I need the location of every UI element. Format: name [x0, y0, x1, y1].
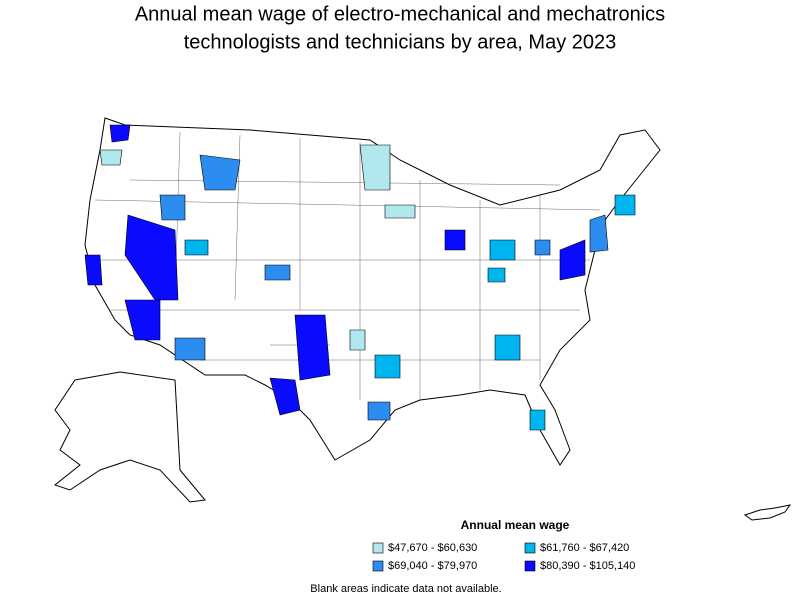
- area-region: [534, 239, 551, 256]
- contiguous-us: [84, 117, 661, 466]
- area-region: [614, 194, 636, 216]
- area-region: [374, 354, 401, 379]
- area-region: [199, 154, 241, 191]
- area-region: [99, 149, 123, 166]
- area-region: [159, 194, 186, 221]
- legend-title: Annual mean wage: [461, 518, 570, 532]
- area-region: [559, 239, 586, 281]
- legend-label: $80,390 - $105,140: [540, 560, 635, 572]
- area-region: [109, 124, 131, 143]
- area-region: [487, 267, 506, 283]
- footnote: Blank areas indicate data not available.: [310, 583, 501, 595]
- area-region: [269, 377, 301, 416]
- legend-swatch: [372, 542, 384, 554]
- area-region: [124, 299, 161, 341]
- area-region: [264, 264, 291, 281]
- title-line: technologists and technicians by area, M…: [184, 31, 617, 53]
- area-region: [367, 401, 391, 421]
- alaska: [53, 371, 206, 503]
- area-region: [444, 229, 466, 251]
- legend: $47,670 - $60,630 $61,760 - $67,420 $69,04…: [372, 542, 635, 572]
- area-region: [589, 214, 609, 253]
- legend-label: $61,760 - $67,420: [540, 542, 629, 554]
- us-map: [53, 117, 792, 521]
- hawaii: [743, 504, 792, 521]
- legend-swatch: [524, 560, 536, 572]
- legend-label: $47,670 - $60,630: [388, 542, 477, 554]
- area-region: [349, 329, 366, 351]
- area-region: [494, 334, 521, 361]
- area-region: [529, 409, 546, 431]
- area-region: [359, 144, 391, 191]
- area-region: [294, 314, 331, 381]
- area-region: [84, 254, 103, 286]
- legend-label: $69,040 - $79,970: [388, 560, 477, 572]
- area-region: [124, 214, 179, 301]
- area-region: [174, 337, 206, 361]
- legend-swatch: [524, 542, 536, 554]
- area-region: [184, 239, 209, 256]
- title-line: Annual mean wage of electro-mechanical a…: [135, 3, 665, 25]
- area-region: [489, 239, 516, 261]
- legend-swatch: [372, 560, 384, 572]
- area-region: [384, 204, 416, 219]
